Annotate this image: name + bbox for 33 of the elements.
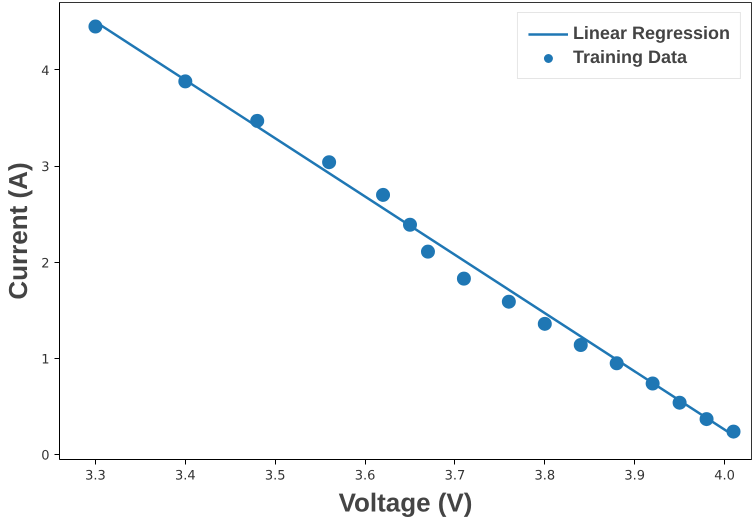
point xyxy=(672,396,687,410)
y-axis-title: Current (A) xyxy=(3,162,34,300)
point xyxy=(376,188,390,202)
point xyxy=(88,20,102,34)
point xyxy=(538,316,552,331)
point xyxy=(402,218,417,232)
x-tick-label: 3.4 xyxy=(174,468,196,484)
y-tick-label: 2 xyxy=(41,256,50,272)
x-tick-label: 3.6 xyxy=(354,468,376,484)
x-tick-label: 4.0 xyxy=(714,468,735,484)
y-tick-label: 0 xyxy=(41,448,50,464)
point xyxy=(322,155,336,170)
legend-label: Training Data xyxy=(572,47,687,68)
x-axis-title: Voltage (V) xyxy=(338,488,472,518)
point xyxy=(420,244,435,259)
point xyxy=(700,412,714,426)
x-tick-label: 3.9 xyxy=(624,468,646,484)
y-tick-label: 1 xyxy=(41,352,50,368)
point xyxy=(502,294,516,309)
point xyxy=(456,272,471,286)
point xyxy=(574,338,588,352)
point xyxy=(178,74,192,88)
point xyxy=(250,114,264,128)
point xyxy=(726,424,741,439)
y-tick-label: 3 xyxy=(41,160,50,176)
point xyxy=(646,376,660,390)
x-tick-label: 3.3 xyxy=(85,468,106,484)
point xyxy=(610,356,624,370)
legend-label: Linear Regression xyxy=(572,23,730,44)
x-tick-label: 3.7 xyxy=(444,468,466,484)
y-tick-label: 4 xyxy=(41,64,50,79)
x-tick-label: 3.5 xyxy=(264,468,286,484)
x-tick-label: 3.8 xyxy=(534,468,556,484)
